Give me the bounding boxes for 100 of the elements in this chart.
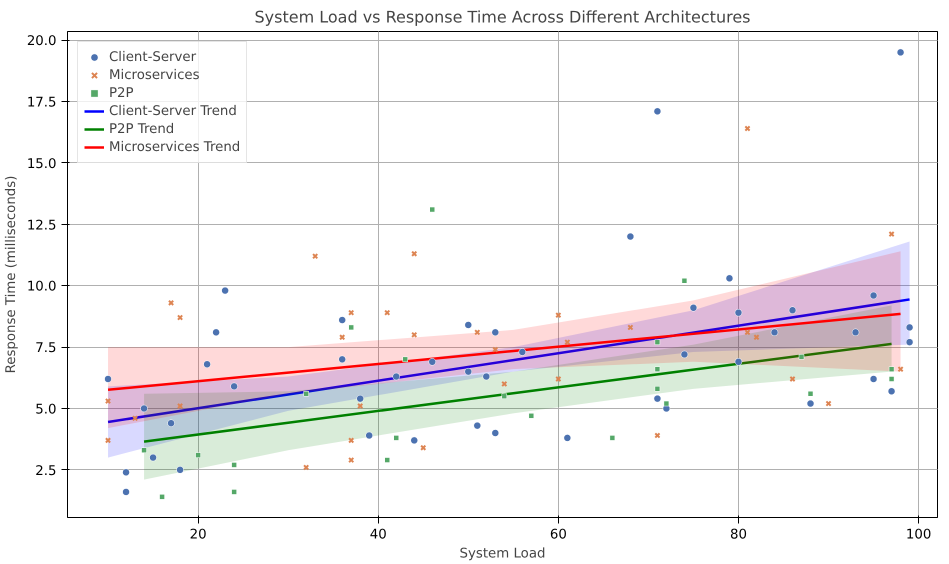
point <box>430 206 435 212</box>
point <box>897 366 904 372</box>
point <box>682 278 688 284</box>
line-series <box>106 312 902 392</box>
point <box>744 329 751 336</box>
point <box>888 376 894 382</box>
point <box>474 329 480 336</box>
point <box>734 358 742 366</box>
point <box>203 360 211 368</box>
y-tick-label: 10.0 <box>26 280 57 295</box>
point <box>410 436 418 444</box>
point <box>411 332 418 338</box>
point <box>870 292 878 300</box>
point <box>888 366 894 372</box>
point <box>798 354 804 360</box>
point <box>212 328 220 336</box>
y-tick-label: 7.5 <box>35 341 57 356</box>
point <box>303 464 310 471</box>
point <box>788 306 796 314</box>
y-tick-label: 12.5 <box>26 218 57 234</box>
point <box>104 398 112 404</box>
point <box>420 444 426 451</box>
line-series <box>106 298 911 424</box>
point <box>338 356 346 364</box>
point <box>906 324 914 332</box>
point <box>348 310 354 316</box>
point <box>528 413 534 419</box>
point <box>159 494 165 500</box>
point <box>626 232 634 240</box>
point <box>492 429 500 437</box>
point <box>176 466 184 474</box>
point <box>852 328 860 336</box>
point <box>564 434 572 442</box>
point <box>654 108 662 116</box>
point <box>770 328 778 336</box>
point <box>141 447 147 453</box>
point <box>338 316 346 324</box>
x-tick-label: 80 <box>730 528 747 542</box>
point <box>501 380 508 388</box>
point <box>654 432 661 439</box>
point <box>122 468 130 476</box>
legend-label: Client-Server <box>109 48 196 66</box>
point <box>753 334 760 340</box>
legend-label: P2P Trend <box>109 120 174 138</box>
point <box>393 435 399 441</box>
y-tick-label: 15.0 <box>26 156 57 172</box>
point <box>231 489 237 495</box>
point <box>555 376 562 382</box>
point <box>502 393 508 399</box>
point <box>303 390 309 396</box>
point <box>104 375 112 383</box>
legend-label: Microservices <box>109 66 200 84</box>
x-tick-label: 60 <box>550 528 567 542</box>
point <box>789 376 796 382</box>
legend-label: P2P <box>109 84 134 102</box>
legend-label: Client-Server Trend <box>109 102 237 120</box>
point <box>140 404 148 412</box>
point <box>555 312 562 318</box>
point <box>806 400 814 408</box>
point <box>870 375 878 383</box>
point <box>744 125 751 132</box>
y-axis-title: Response Time (milliseconds) <box>4 176 19 374</box>
point <box>384 310 390 316</box>
point <box>339 334 346 340</box>
point <box>348 437 354 444</box>
point <box>149 454 157 462</box>
point <box>428 358 436 366</box>
legend-label: Microservices Trend <box>109 138 240 156</box>
chart-title: System Load vs Response Time Across Different Architectures <box>254 8 751 26</box>
point <box>402 356 408 362</box>
point <box>384 457 390 463</box>
point <box>492 346 498 353</box>
point <box>357 402 364 410</box>
point <box>654 366 660 372</box>
point <box>888 388 896 396</box>
point <box>654 386 660 392</box>
y-tick-label: 17.5 <box>26 95 57 110</box>
point <box>888 230 895 238</box>
point <box>726 274 734 282</box>
point <box>176 314 184 321</box>
point <box>474 422 482 430</box>
point <box>610 435 616 441</box>
point <box>365 432 373 440</box>
point <box>464 368 472 376</box>
point <box>654 394 662 402</box>
point <box>896 48 904 56</box>
line-series <box>142 342 893 443</box>
y-tick-label: 2.5 <box>35 464 57 479</box>
point <box>906 338 914 346</box>
point <box>231 462 237 468</box>
point <box>230 382 238 390</box>
point <box>221 286 229 294</box>
point <box>167 419 175 427</box>
point <box>195 452 201 458</box>
point <box>690 304 698 312</box>
point <box>627 324 634 331</box>
point <box>348 456 354 464</box>
point <box>464 321 472 329</box>
point <box>654 339 660 345</box>
y-tick-label: 20.0 <box>26 34 57 50</box>
